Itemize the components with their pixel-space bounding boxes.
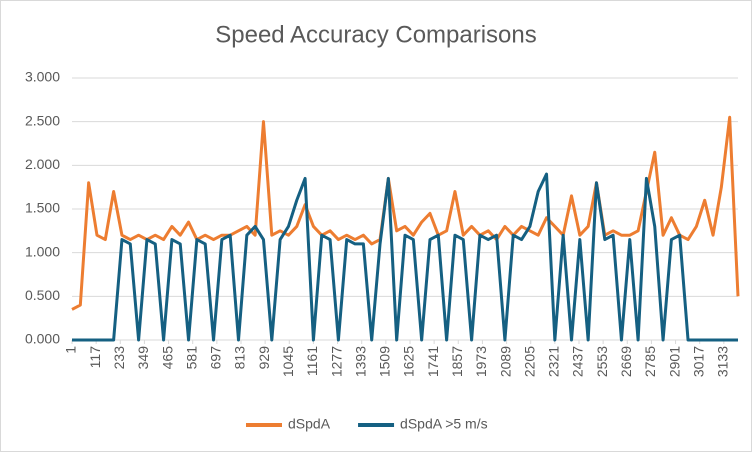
x-tick-label: 2785 [642, 346, 658, 377]
legend-label: dSpdA >5 m/s [400, 416, 488, 432]
x-tick-label: 1741 [425, 346, 441, 377]
x-tick-label: 1161 [304, 346, 320, 376]
x-tick-label: 2321 [546, 346, 562, 377]
x-tick-label: 1045 [280, 346, 296, 377]
x-tick-label: 813 [232, 346, 248, 370]
x-tick-label: 1509 [377, 346, 393, 377]
x-tick-label: 1 [63, 346, 79, 354]
x-tick-label: 1393 [352, 346, 368, 377]
y-tick-label: 2.000 [25, 156, 60, 172]
y-tick-label: 0.000 [25, 331, 60, 347]
legend-label: dSpdA [288, 416, 331, 432]
x-tick-label: 697 [208, 346, 224, 370]
x-tick-label: 2089 [497, 346, 513, 377]
y-tick-label: 3.000 [25, 69, 60, 85]
x-tick-label: 581 [183, 346, 199, 370]
x-tick-label: 1625 [401, 346, 417, 377]
x-tick-label: 3133 [715, 346, 731, 377]
x-tick-label: 2553 [594, 346, 610, 377]
x-tick-label: 2437 [570, 346, 586, 377]
x-tick-label: 2901 [666, 346, 682, 377]
x-tick-label: 2669 [618, 346, 634, 377]
x-tick-label: 465 [159, 346, 175, 370]
x-tick-label: 1973 [473, 346, 489, 377]
x-tick-label: 929 [256, 346, 272, 370]
data-line [72, 172, 738, 342]
data-line [71, 115, 740, 311]
x-tick-label: 1277 [328, 346, 344, 377]
x-tick-label: 3017 [690, 346, 706, 377]
x-tick-label: 1857 [449, 346, 465, 377]
y-tick-label: 0.500 [25, 287, 60, 303]
x-tick-label: 2205 [521, 346, 537, 377]
x-tick-label: 233 [111, 346, 127, 370]
chart-title: Speed Accuracy Comparisons [215, 21, 537, 48]
x-tick-label: 117 [87, 346, 103, 369]
y-tick-label: 1.000 [25, 243, 60, 259]
x-tick-label: 349 [135, 346, 151, 370]
y-tick-label: 2.500 [25, 112, 60, 128]
y-tick-label: 1.500 [25, 200, 60, 216]
